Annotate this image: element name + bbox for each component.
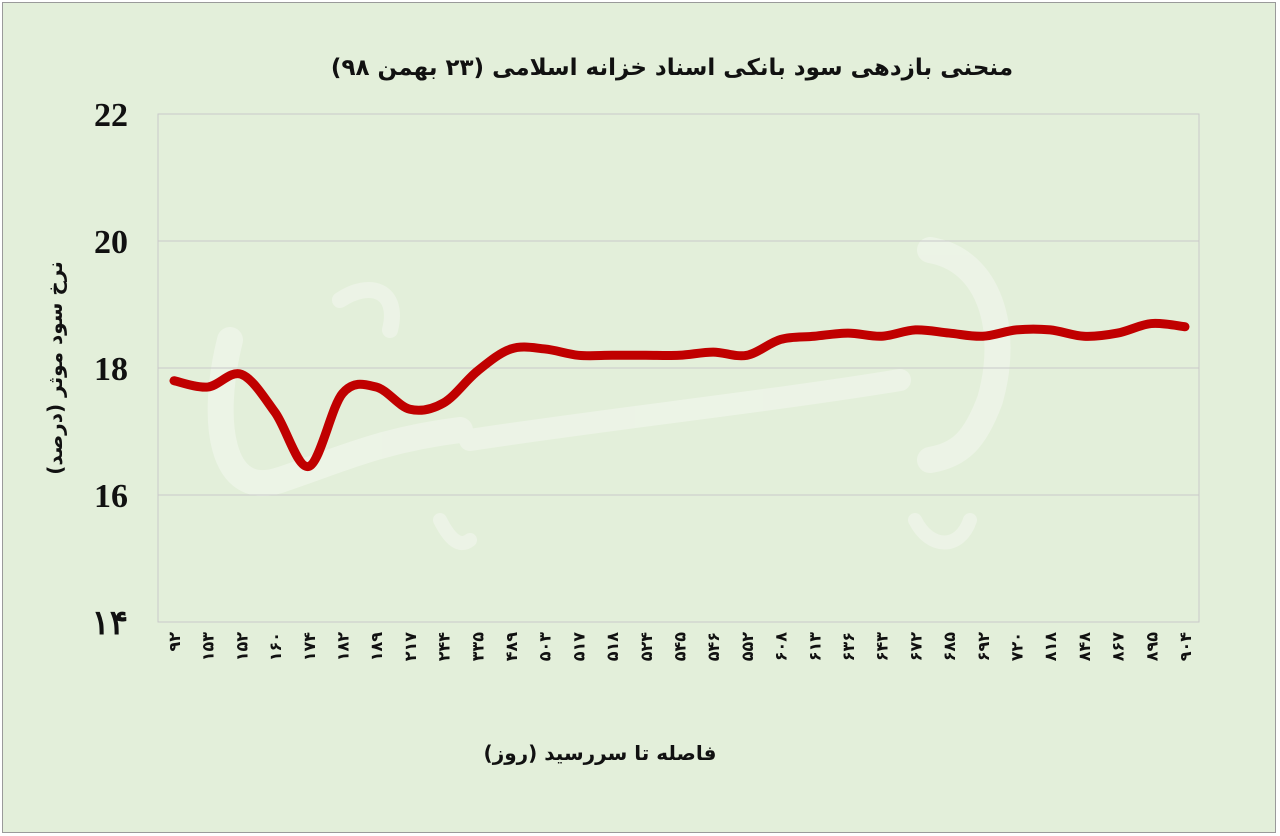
x-tick-label: ۸۱۸ bbox=[1041, 632, 1060, 662]
x-tick-label: ۵۰۳ bbox=[536, 632, 555, 662]
chart-title: منحنی بازدهی سود بانکی اسناد خزانه اسلام… bbox=[331, 55, 1013, 81]
y-axis-ticks: ۱۴ 16 18 20 22 bbox=[91, 97, 128, 642]
x-tick-label: ۵۲۴ bbox=[637, 632, 656, 662]
x-tick-label: ۱۸۹ bbox=[367, 632, 386, 662]
y-tick-label: 20 bbox=[94, 224, 128, 261]
x-tick-label: ۵۱۷ bbox=[569, 632, 588, 662]
x-tick-label: ۸۶۷ bbox=[1109, 632, 1128, 662]
x-tick-label: ۱۸۲ bbox=[334, 632, 353, 662]
x-tick-label: ۷۲۰ bbox=[1008, 632, 1027, 661]
x-tick-label: ۶۸۵ bbox=[940, 632, 959, 662]
x-axis-label: فاصله تا سررسید (روز) bbox=[484, 741, 717, 765]
x-tick-label: ۵۴۵ bbox=[671, 632, 690, 662]
x-tick-label: ۱۷۴ bbox=[300, 632, 319, 662]
x-tick-label: ۹۰۴ bbox=[1176, 632, 1195, 662]
x-tick-label: ۵۵۲ bbox=[738, 632, 757, 662]
plot-area bbox=[157, 113, 1200, 623]
x-tick-label: ۸۹۵ bbox=[1142, 632, 1161, 662]
x-tick-label: ۶۳۶ bbox=[839, 632, 858, 661]
x-tick-label: ۶۱۳ bbox=[805, 632, 824, 662]
x-tick-label: ۵۴۶ bbox=[704, 632, 723, 661]
x-tick-label: ۲۱۷ bbox=[401, 632, 420, 662]
y-axis-label: نرخ سود موثر (درصد) bbox=[43, 261, 67, 475]
x-tick-label: ۴۸۹ bbox=[502, 632, 521, 662]
x-tick-label: ۱۵۲ bbox=[232, 632, 251, 662]
x-tick-label: ۸۴۸ bbox=[1075, 632, 1094, 662]
x-axis-ticks: ۹۲ ۱۵۳ ۱۵۲ ۱۶۰ ۱۷۴ ۱۸۲ ۱۸۹ ۲۱۷ ۲۴۴ ۳۳۵ ۴۸۹ ۵۰۳ ۵۱۷ ۵۱… bbox=[165, 632, 1195, 662]
x-tick-label: ۶۹۲ bbox=[974, 632, 993, 662]
series-line bbox=[169, 318, 1190, 471]
x-tick-label: ۳۳۵ bbox=[468, 632, 487, 662]
x-tick-label: ۱۶۰ bbox=[266, 632, 285, 661]
y-tick-label: ۱۴ bbox=[91, 605, 128, 642]
gridlines bbox=[158, 240, 1199, 496]
x-tick-label: ۹۲ bbox=[165, 632, 184, 652]
x-tick-label: ۶۷۲ bbox=[906, 632, 925, 662]
x-tick-label: ۶۴۳ bbox=[873, 632, 892, 662]
y-tick-label: 16 bbox=[94, 478, 128, 515]
x-tick-label: ۵۱۸ bbox=[603, 632, 622, 662]
x-tick-label: ۲۴۴ bbox=[435, 632, 454, 662]
watermark-logo bbox=[207, 237, 1011, 550]
y-tick-label: 22 bbox=[94, 97, 128, 134]
x-tick-label: ۱۵۳ bbox=[199, 632, 218, 662]
x-tick-label: ۶۰۸ bbox=[772, 632, 791, 662]
y-tick-label: 18 bbox=[94, 351, 128, 388]
